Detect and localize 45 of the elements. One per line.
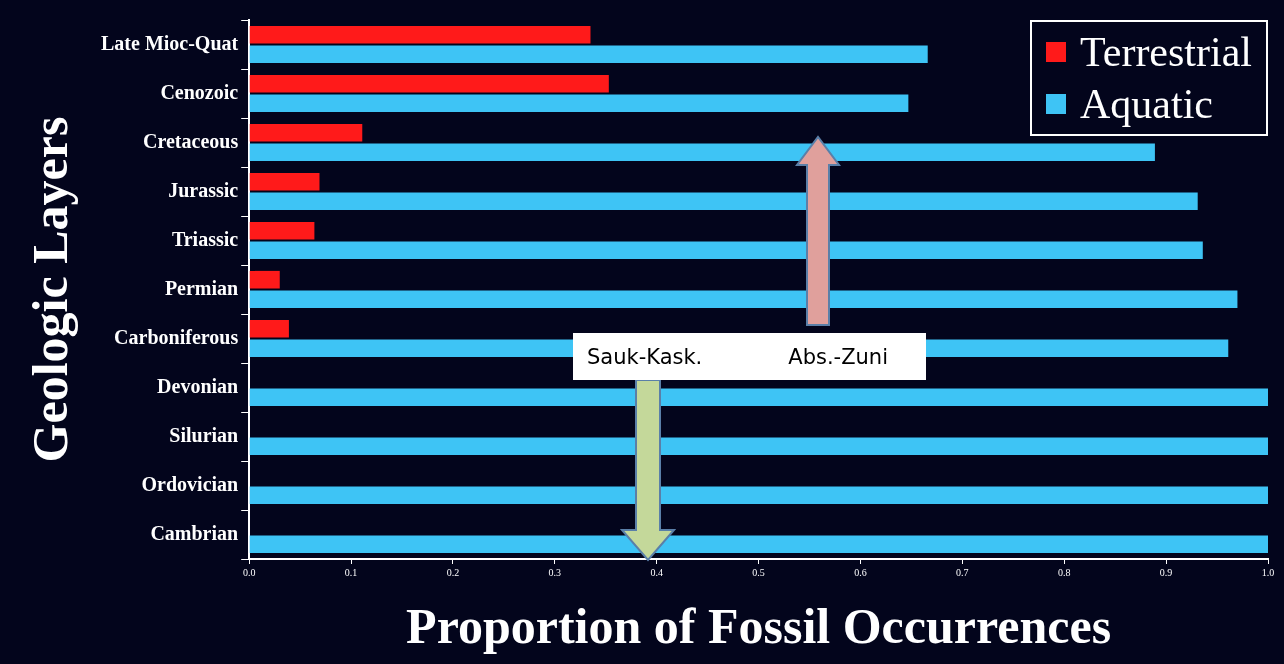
y-tick-label: Late Mioc-Quat <box>101 31 239 54</box>
y-tick-label: Silurian <box>169 423 239 446</box>
x-tick-label: 0.9 <box>1159 566 1173 578</box>
x-tick-label: 0.8 <box>1057 566 1071 578</box>
x-tick-label: 0.2 <box>446 566 460 578</box>
y-tick-label: Triassic <box>171 227 239 250</box>
annotation: Abs.-Zuni <box>788 344 888 369</box>
bar <box>249 94 909 113</box>
y-tick-label: Devonian <box>157 374 239 397</box>
bar <box>249 290 1238 309</box>
bar <box>249 486 1268 505</box>
bar <box>249 143 1155 162</box>
y-tick-label: Permian <box>164 276 239 299</box>
bar <box>249 319 289 338</box>
y-tick-label: Cretaceous <box>143 129 239 152</box>
bar <box>249 388 1268 407</box>
y-tick-label: Cambrian <box>150 521 239 544</box>
bar <box>249 437 1268 456</box>
legend-label: Terrestrial <box>1080 28 1252 77</box>
bar <box>249 241 1203 260</box>
bar <box>249 172 320 191</box>
x-tick-label: 0.7 <box>956 566 969 578</box>
bar <box>249 74 609 93</box>
x-tick-label: 0.4 <box>650 566 663 578</box>
x-tick-label: 0.1 <box>344 566 358 578</box>
y-tick-label: Carboniferous <box>114 325 239 348</box>
legend-label: Aquatic <box>1080 80 1213 129</box>
x-tick-label: 1.0 <box>1261 566 1275 578</box>
bar <box>249 221 315 240</box>
x-tick-label: 0.5 <box>752 566 765 578</box>
y-tick-label: Cenozoic <box>160 80 239 103</box>
y-tick-label: Ordovician <box>141 472 239 495</box>
x-tick-label: 0.0 <box>242 566 256 578</box>
bar <box>249 192 1198 211</box>
x-tick-label: 0.6 <box>854 566 867 578</box>
x-axis-title: Proportion of Fossil Occurrences <box>406 597 1112 654</box>
bar <box>249 45 928 64</box>
bar <box>249 25 591 44</box>
bar <box>249 123 363 142</box>
y-tick-label: Jurassic <box>168 178 239 201</box>
x-tick-label: 0.3 <box>548 566 562 578</box>
bar <box>249 535 1268 554</box>
y-axis-title: Geologic Layers <box>21 116 78 463</box>
annotation: Sauk-Kask. <box>587 344 703 369</box>
bar <box>249 270 280 289</box>
